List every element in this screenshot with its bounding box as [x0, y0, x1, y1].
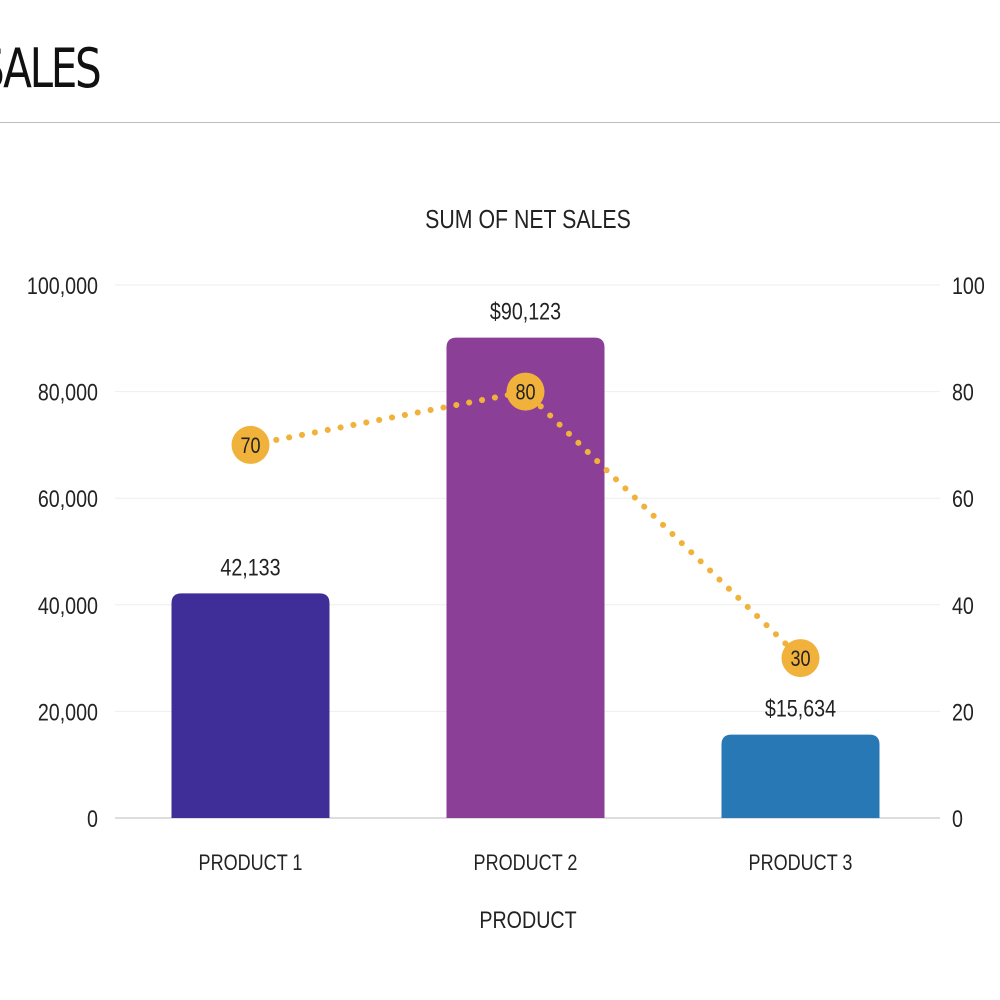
line-point [506, 372, 545, 411]
line-point [781, 639, 820, 678]
line-data-label: 30 [790, 648, 810, 672]
x-tick-label: PRODUCT 3 [749, 851, 853, 875]
x-axis-label: PRODUCT [479, 906, 576, 933]
line-point [231, 425, 270, 464]
bar-data-label: 42,133 [220, 554, 280, 581]
y2-tick-label: 20 [952, 699, 974, 726]
y2-tick-label: 0 [952, 805, 963, 832]
y-tick-label: 80,000 [38, 379, 98, 406]
x-tick-label: PRODUCT 2 [474, 851, 578, 875]
chart-title: SUM OF NET SALES [425, 205, 631, 235]
bar-data-label: $90,123 [490, 298, 561, 325]
header: SALES [0, 0, 1000, 123]
y2-tick-label: 60 [952, 485, 974, 512]
line-series [247, 388, 804, 662]
bar [171, 593, 330, 818]
page-title: SALES [0, 37, 102, 100]
y2-tick-label: 100 [952, 272, 985, 299]
x-tick-label: PRODUCT 1 [199, 851, 303, 875]
y-tick-label: 40,000 [38, 592, 98, 619]
y-tick-label: 0 [87, 805, 98, 832]
bar-data-label: $15,634 [765, 695, 836, 722]
y2-tick-label: 40 [952, 592, 974, 619]
y2-tick-label: 80 [952, 379, 974, 406]
y-tick-label: 60,000 [38, 485, 98, 512]
bar [721, 734, 880, 818]
line-data-label: 70 [240, 434, 260, 458]
y-tick-label: 100,000 [27, 272, 98, 299]
bar [446, 337, 605, 818]
line-data-label: 80 [515, 381, 535, 405]
y-tick-label: 20,000 [38, 699, 98, 726]
